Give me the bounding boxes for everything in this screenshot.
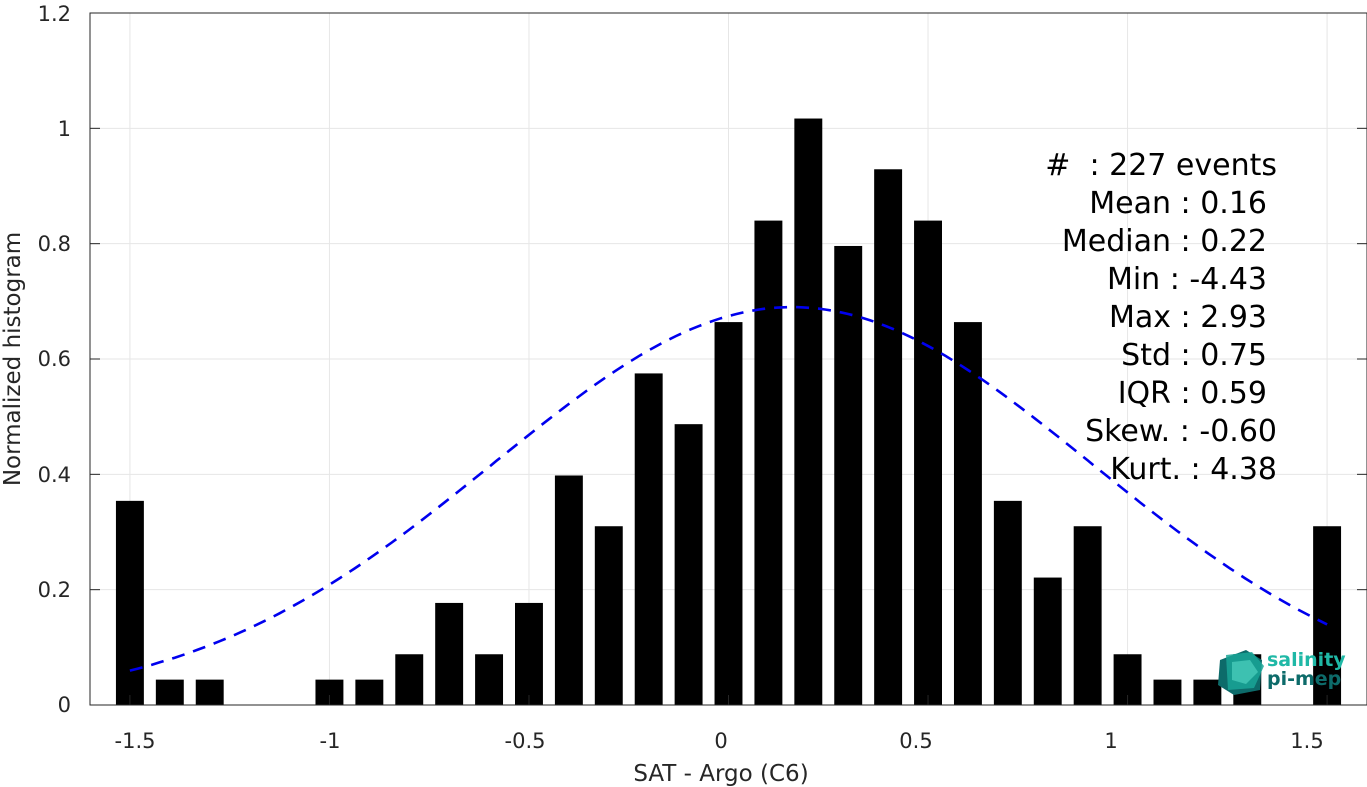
histogram-bar <box>634 373 663 705</box>
stat-median: Median : 0.22 <box>1062 224 1267 259</box>
histogram-bar <box>1313 526 1342 705</box>
histogram-bar <box>594 526 623 705</box>
histogram-bar <box>1153 679 1182 705</box>
y-tick-label: 0.2 <box>38 578 71 602</box>
histogram-bar <box>993 500 1022 705</box>
histogram-bar <box>674 424 703 705</box>
stat-max: Max : 2.93 <box>1109 300 1267 335</box>
histogram-bar <box>834 245 863 705</box>
histogram-bar <box>1073 526 1102 705</box>
y-tick-label: 1 <box>58 117 71 141</box>
x-axis-title: SAT - Argo (C6) <box>633 761 808 787</box>
x-tick-label: -1 <box>320 729 341 753</box>
x-tick-labels: -1.5 -1 -0.5 0 0.5 1 1.5 <box>115 729 1324 753</box>
x-tick-label: 1.5 <box>1290 729 1323 753</box>
histogram-bar <box>435 602 464 705</box>
histogram-bar <box>874 169 903 705</box>
histogram-bar <box>115 500 144 705</box>
stat-kurt: Kurt. : 4.38 <box>1110 452 1277 487</box>
histogram-bar <box>714 322 743 705</box>
y-tick-label: 0.8 <box>38 232 71 256</box>
stat-mean: Mean : 0.16 <box>1089 186 1267 221</box>
x-tick-label: 1 <box>1104 729 1117 753</box>
stat-iqr: IQR : 0.59 <box>1118 376 1267 411</box>
stat-min: Min : -4.43 <box>1107 262 1267 297</box>
histogram-bar <box>155 679 184 705</box>
histogram-bar <box>953 322 982 705</box>
histogram-bar <box>515 602 543 705</box>
x-tick-label: -0.5 <box>505 729 546 753</box>
histogram-bar <box>914 220 942 705</box>
y-tick-label: 0.6 <box>38 347 71 371</box>
stat-skew: Skew. : -0.60 <box>1085 414 1277 449</box>
histogram-bar <box>1033 577 1062 705</box>
y-tick-labels: 0 0.2 0.4 0.6 0.8 1 1.2 <box>38 2 71 717</box>
logo-text-line2: pi-mep <box>1267 668 1341 690</box>
x-tick-label: 0.5 <box>899 729 932 753</box>
stats-annotation: # : 227 events Mean : 0.16 Median : 0.22… <box>1045 148 1277 487</box>
logo-text-line1: salinity <box>1267 649 1346 671</box>
x-tick-label: 0 <box>714 729 727 753</box>
histogram-bar <box>195 679 224 705</box>
stat-std: Std : 0.75 <box>1121 338 1267 373</box>
histogram-bars <box>115 118 1342 705</box>
histogram-bar <box>1193 679 1222 705</box>
y-tick-label: 1.2 <box>38 2 71 26</box>
x-tick-label: -1.5 <box>115 729 156 753</box>
histogram-bar <box>794 118 823 705</box>
y-axis-title: Normalized histogram <box>0 232 26 486</box>
y-tick-label: 0.4 <box>38 463 71 487</box>
histogram-bar <box>395 654 424 705</box>
stat-events: # : 227 events <box>1045 148 1277 183</box>
histogram-bar <box>475 654 504 705</box>
salinity-pimep-logo: salinity pi-mep <box>1218 649 1346 695</box>
histogram-bar <box>355 679 384 705</box>
normal-fit-curve <box>129 305 1328 672</box>
axis-ticks <box>90 12 1367 706</box>
logo-mark-icon <box>1218 650 1264 695</box>
histogram-bar <box>554 475 583 705</box>
histogram-bar <box>754 220 783 705</box>
y-tick-label: 0 <box>58 693 71 717</box>
